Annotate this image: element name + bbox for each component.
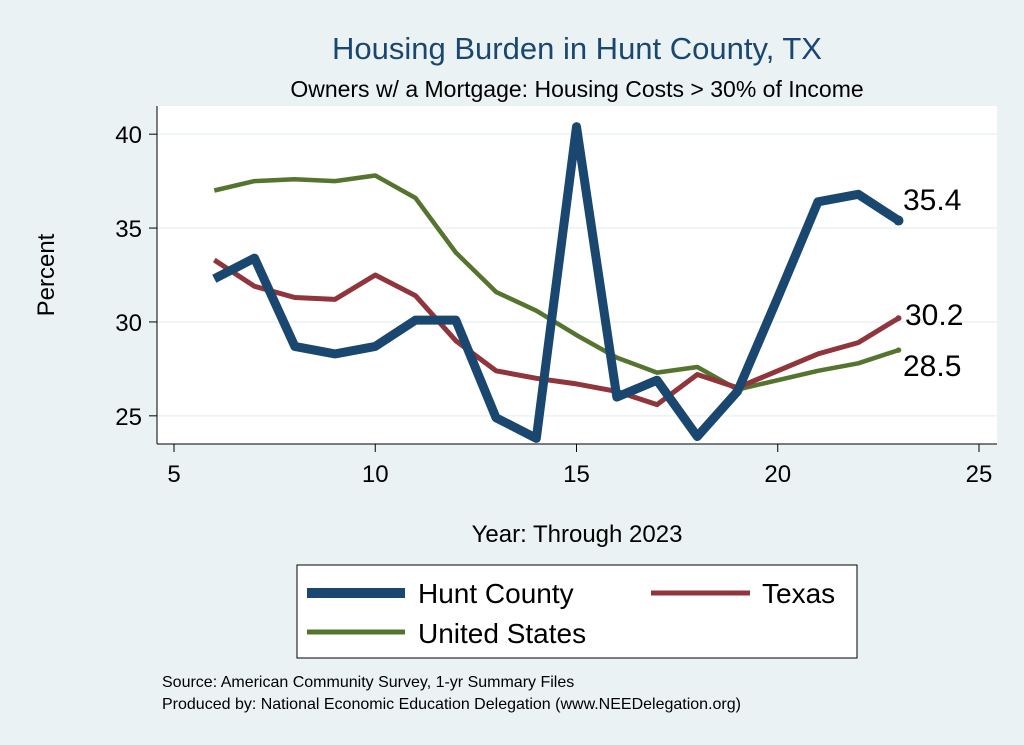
y-tick-label: 40 xyxy=(115,122,142,149)
x-tick-label: 25 xyxy=(966,461,993,488)
series-end-point-united-states xyxy=(895,347,902,353)
series-line-united-states xyxy=(213,173,900,392)
x-tick-label: 10 xyxy=(362,461,389,488)
legend-label-united-states: United States xyxy=(418,618,586,649)
x-axis-label: Year: Through 2023 xyxy=(472,521,683,548)
series-line-hunt-county xyxy=(212,122,901,443)
y-ticks: 25 30 35 40 xyxy=(115,122,157,431)
x-tick-label: 20 xyxy=(764,461,791,488)
legend: Hunt County Texas United States xyxy=(296,564,858,659)
legend-box xyxy=(296,564,858,659)
legend-label-hunt-county: Hunt County xyxy=(418,578,574,609)
legend-label-texas: Texas xyxy=(762,578,835,609)
x-ticks: 5 10 15 20 25 xyxy=(167,444,992,488)
source-note: Source: American Community Survey, 1-yr … xyxy=(162,674,574,691)
end-label-united-states: 28.5 xyxy=(903,350,961,383)
end-label-hunt-county: 35.4 xyxy=(903,184,961,217)
series-line-texas xyxy=(212,257,900,408)
chart-subtitle: Owners w/ a Mortgage: Housing Costs > 30… xyxy=(290,76,863,102)
y-tick-label: 35 xyxy=(115,216,142,243)
series-lines xyxy=(212,122,904,443)
x-tick-label: 15 xyxy=(563,461,590,488)
y-axis-label: Percent xyxy=(33,233,60,316)
series-end-point-hunt-county xyxy=(893,215,904,226)
end-label-texas: 30.2 xyxy=(905,299,963,332)
y-tick-label: 25 xyxy=(115,404,142,431)
x-tick-label: 5 xyxy=(167,461,180,488)
plot-area xyxy=(157,106,997,444)
series-end-point-texas xyxy=(895,315,902,322)
produced-by-note: Produced by: National Economic Education… xyxy=(162,696,741,713)
y-tick-label: 30 xyxy=(115,310,142,337)
chart-title: Housing Burden in Hunt County, TX xyxy=(332,31,822,66)
